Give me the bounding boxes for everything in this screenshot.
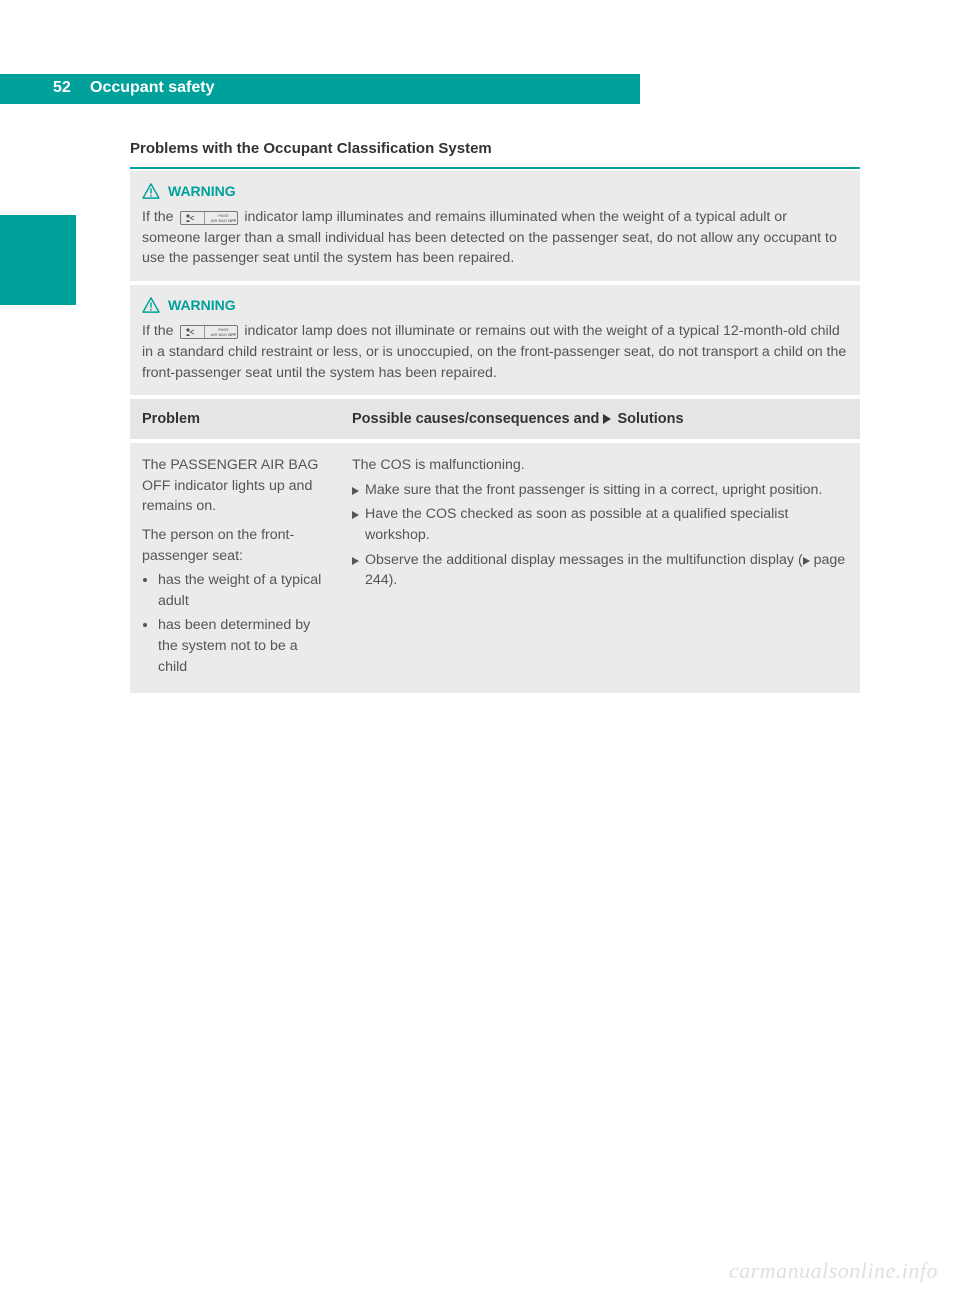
warning-triangle-icon xyxy=(142,297,160,313)
warning-label: WARNING xyxy=(168,295,236,315)
page-number: 52 xyxy=(53,79,71,97)
warning-text-pre: If the xyxy=(142,323,178,339)
troubleshooting-table: Problem Possible causes/consequences and… xyxy=(130,399,860,693)
problem-text-1: The PASSENGER AIR BAG OFF indicator ligh… xyxy=(142,455,328,517)
warning-heading: WARNING xyxy=(142,295,848,315)
indicator-seg-1 xyxy=(181,326,201,338)
solution-text-pre: Observe the additional display messages … xyxy=(365,552,803,568)
solution-cell: The COS is malfunctioning. Make sure tha… xyxy=(340,441,860,693)
section-heading: Problems with the Occupant Classificatio… xyxy=(130,140,860,157)
table-row: The PASSENGER AIR BAG OFF indicator ligh… xyxy=(130,441,860,693)
indicator-seg-1 xyxy=(181,212,201,224)
warning-box: WARNING If the PASSAIR BAG OFF indicator… xyxy=(130,171,860,281)
section-rule xyxy=(130,167,860,169)
solutions-marker-icon xyxy=(603,414,611,424)
table-header-row: Problem Possible causes/consequences and… xyxy=(130,399,860,441)
cause-text: The COS is malfunctioning. xyxy=(352,455,848,476)
list-item: has been determined by the system not to… xyxy=(158,615,328,677)
indicator-seg-2: PASSAIR BAG OFF xyxy=(209,212,237,224)
warning-heading: WARNING xyxy=(142,181,848,201)
passenger-airbag-off-indicator-icon: PASSAIR BAG OFF xyxy=(180,325,239,339)
problem-cell: The PASSENGER AIR BAG OFF indicator ligh… xyxy=(130,441,340,693)
table-header-solutions: Possible causes/consequences and Solutio… xyxy=(340,399,860,441)
section-tab-label: Safety xyxy=(47,248,68,302)
list-item: has the weight of a typical adult xyxy=(158,570,328,611)
step-marker-icon xyxy=(352,557,359,565)
table-header-problem: Problem xyxy=(130,399,340,441)
page-title: Occupant safety xyxy=(90,79,214,97)
step-marker-icon xyxy=(352,511,359,519)
problem-text-2: The person on the front-passenger seat: xyxy=(142,525,328,566)
warning-text: If the PASSAIR BAG OFF indicator lamp il… xyxy=(142,207,848,269)
indicator-seg-2: PASSAIR BAG OFF xyxy=(209,326,237,338)
problem-bullets: has the weight of a typical adult has be… xyxy=(142,570,328,677)
step-marker-icon xyxy=(352,487,359,495)
page-ref-icon xyxy=(803,557,810,565)
warning-text-post: indicator lamp illuminates and remains i… xyxy=(142,209,837,266)
warning-label: WARNING xyxy=(168,181,236,201)
watermark: carmanualsonline.info xyxy=(729,1258,938,1284)
solution-text: Observe the additional display messages … xyxy=(365,550,848,591)
page-content: Problems with the Occupant Classificatio… xyxy=(130,140,860,693)
solution-item: Have the COS checked as soon as possible… xyxy=(352,504,848,545)
table-header-solutions-pre: Possible causes/consequences and xyxy=(352,411,603,427)
warning-box: WARNING If the PASSAIR BAG OFF indicator… xyxy=(130,285,860,395)
solution-text: Have the COS checked as soon as possible… xyxy=(365,504,848,545)
warning-text: If the PASSAIR BAG OFF indicator lamp do… xyxy=(142,321,848,383)
warning-text-post: indicator lamp does not illuminate or re… xyxy=(142,323,846,380)
solution-item: Observe the additional display messages … xyxy=(352,550,848,591)
header-bar: 52 Occupant safety xyxy=(0,74,640,104)
solution-item: Make sure that the front passenger is si… xyxy=(352,480,848,501)
warning-triangle-icon xyxy=(142,183,160,199)
passenger-airbag-off-indicator-icon: PASSAIR BAG OFF xyxy=(180,211,239,225)
solution-text: Make sure that the front passenger is si… xyxy=(365,480,848,501)
warning-text-pre: If the xyxy=(142,209,178,225)
table-header-solutions-post: Solutions xyxy=(613,411,683,427)
